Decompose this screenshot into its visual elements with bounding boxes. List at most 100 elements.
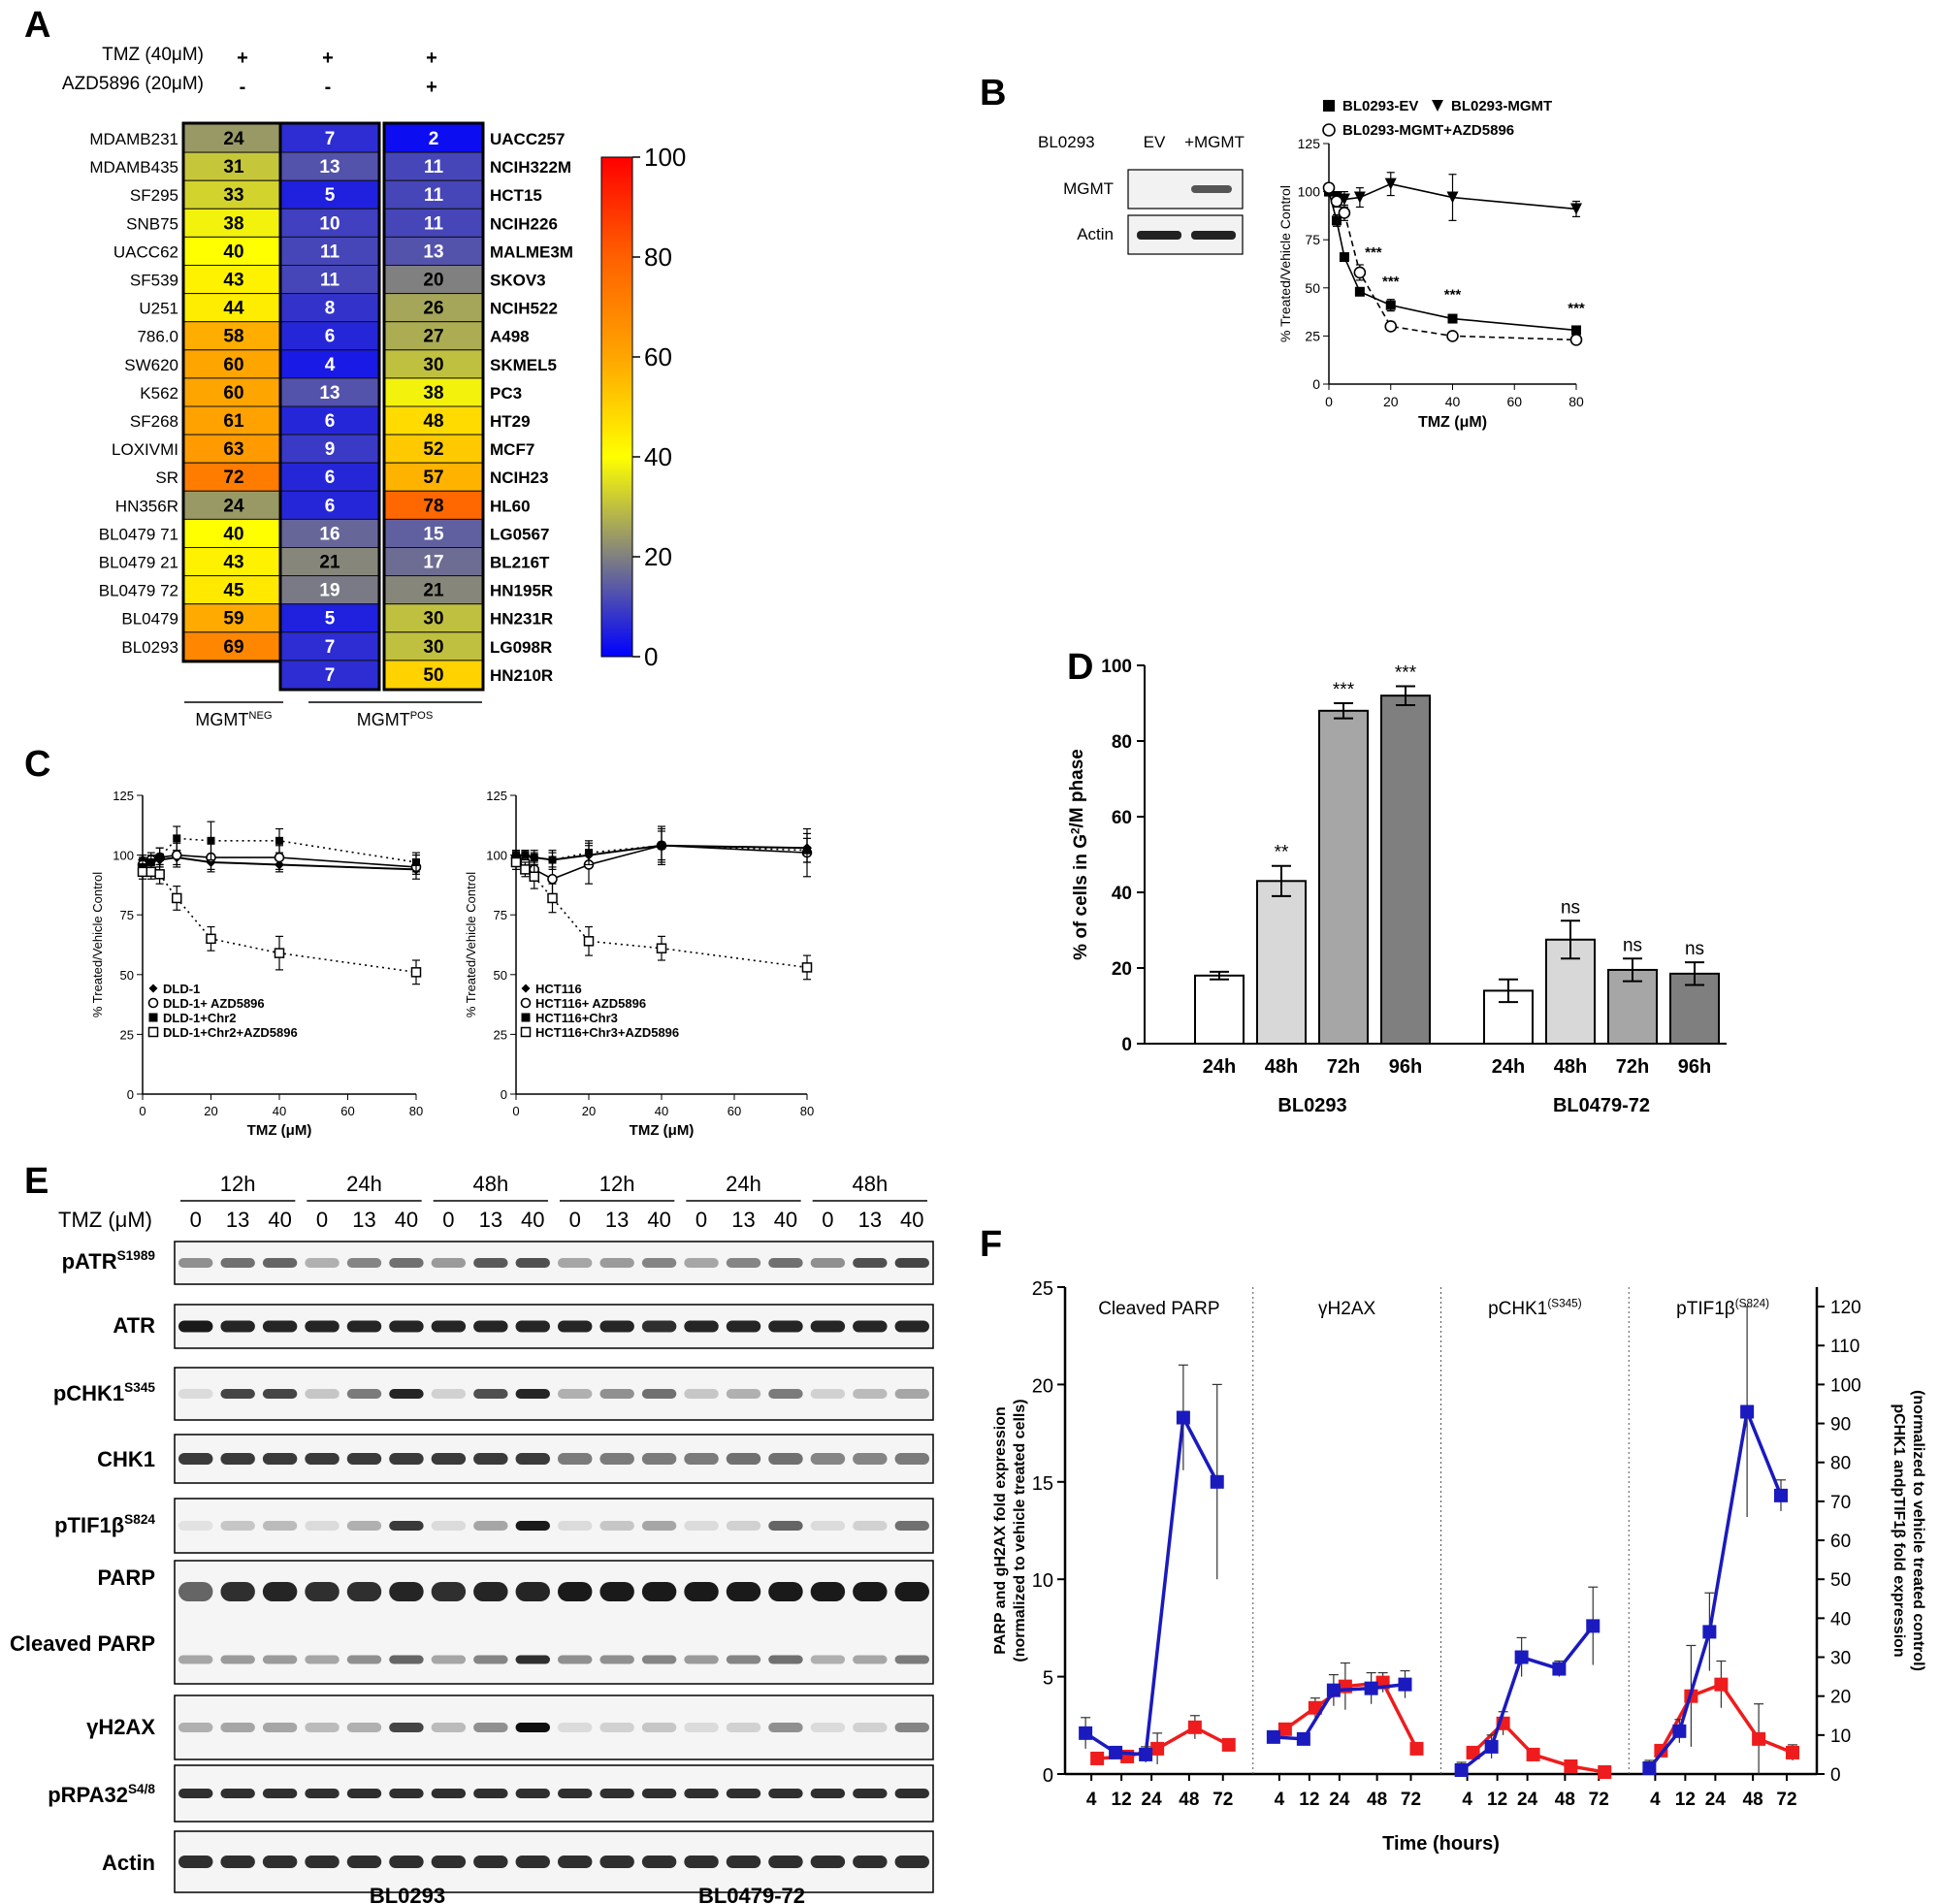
data-point	[529, 871, 539, 883]
bar	[1318, 709, 1369, 1045]
heatmap-value: 11	[424, 213, 444, 234]
cell-line-label: SW620	[124, 356, 178, 374]
x-tick-label: 24	[1517, 1790, 1538, 1810]
y-tick-label: 0	[501, 1087, 507, 1102]
heatmap-cell	[280, 293, 379, 323]
blot-band	[178, 1389, 213, 1399]
blot-band	[894, 1655, 929, 1664]
legend-symbol	[1432, 100, 1443, 112]
significance-label: ***	[1382, 274, 1400, 290]
tmz-label: TMZ (μM)	[58, 1208, 152, 1232]
blot-band	[768, 1521, 803, 1531]
blot-band	[346, 1453, 382, 1465]
x-tick-label: 12	[1112, 1790, 1132, 1810]
y-tick-label: 25	[120, 1027, 134, 1042]
blot-row-label-sup: S345	[124, 1380, 155, 1395]
section-title: γH2AX	[1318, 1299, 1375, 1319]
data-point-blue	[1109, 1745, 1123, 1759]
heatmap-value: 21	[423, 581, 444, 601]
blot-band	[178, 1320, 213, 1333]
x-tick-label: 12	[1487, 1790, 1507, 1810]
dose-label: 13	[858, 1208, 882, 1232]
data-point-blue	[1266, 1729, 1280, 1744]
blot-band	[431, 1521, 467, 1531]
blot-band	[599, 1789, 634, 1798]
blot-band	[515, 1389, 550, 1399]
blot-band	[558, 1453, 593, 1465]
blot-band	[220, 1655, 255, 1664]
blot-band	[810, 1789, 846, 1798]
dose-label: 13	[479, 1208, 502, 1232]
timepoint-label: 48h	[852, 1172, 888, 1196]
blot-band	[389, 1320, 424, 1333]
y2-tick-label: 90	[1830, 1415, 1851, 1436]
panel-f-line-chart: 0 5 10 15 20 25 0 10 20 30 40 50 60 70 80 90 100 110 120 PA…	[992, 1278, 1926, 1855]
heatmap-value: 48	[423, 411, 443, 432]
y2-axis-label: pCHK1 andpTIF1β fold expression	[1891, 1404, 1907, 1657]
blot-band	[473, 1521, 508, 1531]
data-point	[412, 857, 420, 866]
cell-line-label: MDAMB231	[89, 130, 178, 148]
blot-box	[174, 1830, 934, 1893]
group-label-neg: MGMTNEG	[195, 710, 272, 729]
cell-line-label: NCIH522	[490, 300, 558, 318]
section-title-sup: (S345)	[1547, 1297, 1581, 1309]
blot-band	[853, 1258, 888, 1268]
blot-band	[726, 1453, 761, 1465]
x-tick-label: 20	[204, 1104, 217, 1118]
x-axis-label: TMZ (μM)	[1418, 414, 1487, 431]
data-point	[154, 869, 165, 880]
blot-band	[389, 1453, 424, 1465]
data-point-blue	[1139, 1747, 1153, 1761]
cell-line-label: PC3	[490, 384, 522, 403]
x-tick-label: 40	[655, 1104, 668, 1118]
data-point	[1338, 207, 1351, 219]
blot-band	[684, 1856, 719, 1868]
blot-band	[220, 1856, 255, 1868]
legend-label: DLD-1+Chr2+AZD5896	[163, 1025, 298, 1040]
panel-letter-a: A	[24, 5, 50, 46]
timepoint-label: 48h	[472, 1172, 508, 1196]
blot-band	[894, 1723, 929, 1732]
blot-band	[810, 1258, 846, 1268]
blot-band	[220, 1320, 255, 1333]
group-label-neg-base: MGMT	[195, 710, 248, 729]
y-tick-label: 100	[1298, 184, 1321, 200]
heatmap-value: 21	[319, 552, 340, 572]
data-point	[1446, 191, 1459, 204]
colorbar-label: 80	[644, 242, 672, 272]
blot-row-label-base: PARP	[98, 1565, 156, 1590]
y-tick-label: 20	[1112, 959, 1132, 980]
blot-band	[599, 1258, 634, 1268]
data-point	[274, 948, 285, 958]
cell-line-label: SKMEL5	[490, 356, 557, 374]
treatment-sign: +	[322, 48, 334, 69]
significance-label: ns	[1623, 935, 1642, 955]
heatmap-value: 60	[223, 383, 243, 403]
x-tick-label: 24h	[1492, 1056, 1525, 1078]
legend-label: DLD-1+Chr2	[163, 1011, 237, 1025]
legend-symbol	[520, 997, 532, 1009]
heatmap-cell	[280, 208, 379, 238]
x-tick-label: 4	[1462, 1790, 1472, 1810]
heatmap-value: 52	[423, 439, 443, 460]
blot-band	[853, 1723, 888, 1732]
blot-band	[389, 1655, 424, 1664]
blot-band	[599, 1389, 634, 1399]
blot-band	[431, 1453, 467, 1465]
timepoint-label: 24h	[726, 1172, 761, 1196]
heatmap-cell	[384, 208, 483, 238]
blot-band	[810, 1856, 846, 1868]
y-tick-label: 125	[113, 789, 134, 803]
heatmap-value: 33	[223, 185, 243, 206]
heatmap-value: 6	[325, 468, 336, 488]
x-tick-label: 48	[1743, 1790, 1763, 1810]
y-tick-label: 100	[486, 849, 507, 863]
heatmap-column-border	[382, 121, 485, 692]
heatmap-value: 72	[223, 468, 243, 488]
heatmap-value: 27	[423, 327, 443, 347]
blot-band	[853, 1789, 888, 1798]
blot-band	[726, 1320, 761, 1333]
y-tick-label: 10	[1032, 1570, 1053, 1592]
